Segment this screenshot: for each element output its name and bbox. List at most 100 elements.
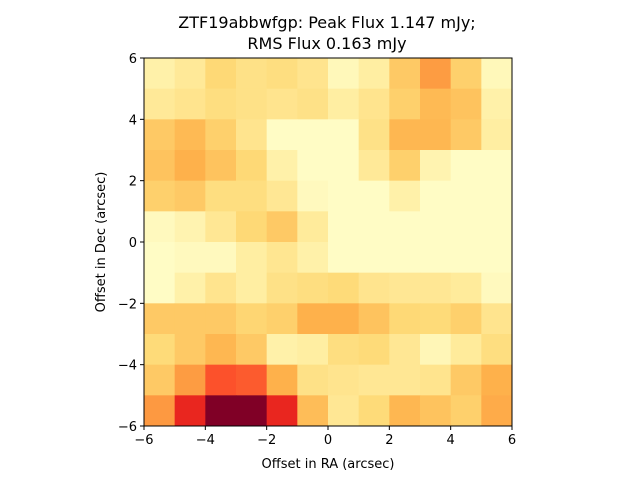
- x-tick-label: 2: [385, 433, 393, 448]
- heatmap-cell: [389, 180, 421, 212]
- heatmap-cell: [358, 395, 390, 427]
- x-tick-label: −6: [134, 433, 153, 448]
- heatmap-cell: [450, 88, 482, 120]
- x-tick-label: −4: [196, 433, 215, 448]
- heatmap-cell: [450, 150, 482, 182]
- heatmap-cell: [358, 303, 390, 335]
- heatmap-cell: [358, 272, 390, 304]
- heatmap-cell: [358, 88, 390, 120]
- heatmap-cell: [450, 58, 482, 90]
- heatmap-cell: [389, 58, 421, 90]
- heatmap-cell: [144, 119, 176, 151]
- heatmap-cell: [297, 88, 329, 120]
- heatmap-cell: [420, 119, 452, 151]
- heatmap-cell: [236, 364, 268, 396]
- heatmap-cell: [328, 88, 360, 120]
- heatmap-cell: [297, 303, 329, 335]
- heatmap-cell: [481, 119, 513, 151]
- y-axis-label: Offset in Dec (arcsec): [94, 172, 109, 313]
- heatmap-cell: [481, 88, 513, 120]
- x-axis-label: Offset in RA (arcsec): [262, 457, 395, 472]
- heatmap-cell: [297, 272, 329, 304]
- heatmap-cell: [144, 150, 176, 182]
- heatmap-cell: [328, 150, 360, 182]
- heatmap-cell: [266, 88, 298, 120]
- heatmap-cell: [389, 334, 421, 366]
- heatmap-cell: [450, 119, 482, 151]
- heatmap-cell: [358, 334, 390, 366]
- heatmap-cell: [144, 364, 176, 396]
- heatmap-cell: [389, 303, 421, 335]
- heatmap-cell: [297, 395, 329, 427]
- heatmap-cell: [450, 180, 482, 212]
- heatmap-cell: [205, 272, 237, 304]
- heatmap-cell: [328, 272, 360, 304]
- heatmap-cell: [328, 211, 360, 243]
- heatmap-cell: [328, 58, 360, 90]
- heatmap-cell: [205, 364, 237, 396]
- heatmap-cell: [450, 211, 482, 243]
- heatmap-cell: [420, 88, 452, 120]
- heatmap-cell: [266, 211, 298, 243]
- heatmap-cell: [144, 180, 176, 212]
- heatmap-cell: [174, 58, 206, 90]
- heatmap-cell: [481, 395, 513, 427]
- heatmap-cell: [328, 242, 360, 274]
- heatmap-cell: [174, 242, 206, 274]
- y-axis-ticks: −6 −4 −2 0 2 4 6: [118, 52, 144, 435]
- heatmap-cell: [481, 242, 513, 274]
- heatmap-cell: [236, 242, 268, 274]
- heatmap-cell: [328, 364, 360, 396]
- y-tick-label: 4: [129, 113, 137, 128]
- heatmap-cell: [205, 88, 237, 120]
- heatmap-cell: [358, 242, 390, 274]
- heatmap-cell: [236, 150, 268, 182]
- heatmap-cell: [328, 180, 360, 212]
- heatmap-cell: [420, 242, 452, 274]
- heatmap-cell: [205, 150, 237, 182]
- heatmap-cell: [236, 180, 268, 212]
- heatmap-cell: [450, 272, 482, 304]
- heatmap-cell: [205, 119, 237, 151]
- heatmap-cell: [236, 395, 268, 427]
- heatmap-cell: [328, 395, 360, 427]
- y-tick-label: 0: [129, 236, 137, 251]
- heatmap-cell: [328, 119, 360, 151]
- heatmap-cell: [481, 180, 513, 212]
- heatmap-cell: [174, 180, 206, 212]
- heatmap-cell: [420, 303, 452, 335]
- heatmap-cell: [389, 242, 421, 274]
- heatmap-cell: [236, 88, 268, 120]
- heatmap-cell: [450, 395, 482, 427]
- heatmap-cell: [236, 303, 268, 335]
- heatmap-cell: [420, 180, 452, 212]
- heatmap-cell: [420, 334, 452, 366]
- y-tick-label: 2: [129, 175, 137, 190]
- heatmap-cell: [205, 303, 237, 335]
- heatmap-cell: [266, 364, 298, 396]
- heatmap-cell: [236, 272, 268, 304]
- heatmap-cell: [266, 395, 298, 427]
- heatmap-cell: [358, 119, 390, 151]
- heatmap-cell: [266, 303, 298, 335]
- x-tick-label: −2: [257, 433, 276, 448]
- heatmap-cell: [205, 242, 237, 274]
- heatmap-cell: [297, 334, 329, 366]
- heatmap-cell: [174, 88, 206, 120]
- heatmap-cell: [144, 395, 176, 427]
- heatmap-cell: [420, 58, 452, 90]
- heatmap-cell: [389, 364, 421, 396]
- heatmap-cell: [174, 119, 206, 151]
- heatmap-cell: [481, 334, 513, 366]
- heatmap-cell: [174, 272, 206, 304]
- heatmap-cell: [389, 119, 421, 151]
- y-tick-label: −2: [118, 297, 137, 312]
- heatmap-cell: [144, 58, 176, 90]
- heatmap-cell: [266, 242, 298, 274]
- heatmap-cell: [389, 272, 421, 304]
- heatmap-cell: [358, 211, 390, 243]
- heatmap-cell: [144, 334, 176, 366]
- heatmap-cell: [358, 150, 390, 182]
- heatmap-cell: [205, 334, 237, 366]
